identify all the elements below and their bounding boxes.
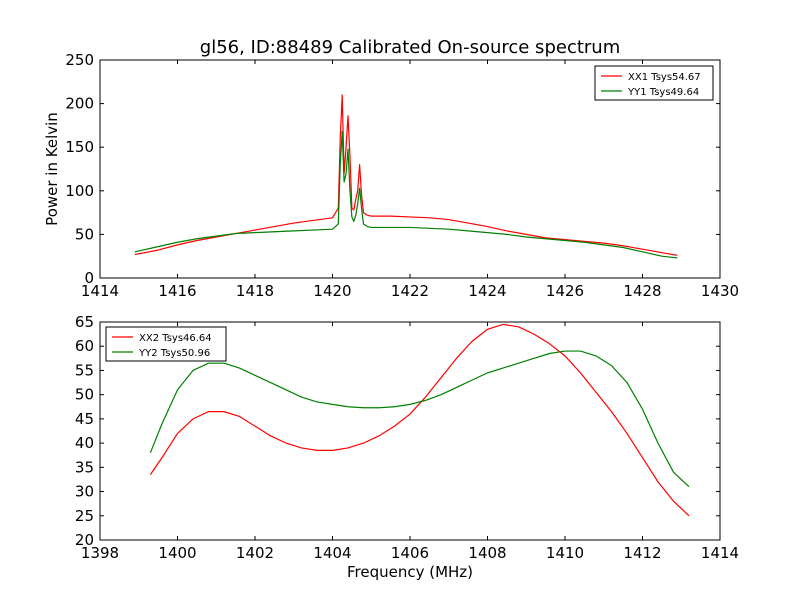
legend: XX2 Tsys46.64 YY2 Tsys50.96: [105, 326, 227, 362]
y-tick-label: 45: [75, 410, 94, 428]
y-tick-label: 50: [75, 386, 94, 404]
y-tick-label: 200: [65, 95, 94, 113]
x-tick-label: 1406: [391, 544, 429, 562]
x-tick-label: 1424: [468, 282, 506, 300]
x-tick-label: 1412: [623, 544, 661, 562]
x-tick-label: 1414: [81, 282, 119, 300]
legend-entry-label: YY2 Tsys50.96: [138, 348, 210, 359]
legend-entry-label: XX1 Tsys54.67: [628, 72, 701, 83]
x-tick-label: 1418: [236, 282, 274, 300]
y-tick-label: 50: [75, 225, 94, 243]
x-tick-label: 1430: [701, 282, 739, 300]
y-tick-label: 250: [65, 51, 94, 69]
series-line-yy2: [149, 350, 690, 488]
y-tick-label: 0: [84, 269, 94, 287]
series-line-xx2: [149, 323, 690, 517]
x-tick-label: 1416: [158, 282, 196, 300]
legend: XX1 Tsys54.67 YY1 Tsys49.64: [594, 65, 714, 101]
x-tick-label: 1426: [546, 282, 584, 300]
legend-entry-label: XX2 Tsys46.64: [139, 333, 212, 344]
chart-title: gl56, ID:88489 Calibrated On-source spec…: [200, 37, 620, 58]
x-tick-label: 1402: [236, 544, 274, 562]
chart-panel-1: XX1 Tsys54.67 YY1 Tsys49.64: [99, 59, 721, 279]
y-tick-label: 40: [75, 434, 94, 452]
x-tick-label: 1410: [546, 544, 584, 562]
y-tick-label: 20: [75, 531, 94, 549]
x-tick-label: 1422: [391, 282, 429, 300]
y-tick-label: 35: [75, 458, 94, 476]
y-tick-label: 25: [75, 507, 94, 525]
y-tick-label: 150: [65, 138, 94, 156]
x-tick-label: 1428: [623, 282, 661, 300]
y-axis-label: Power in Kelvin: [43, 112, 61, 226]
x-tick-label: 1408: [468, 544, 506, 562]
legend-box: [105, 326, 227, 362]
y-tick-label: 65: [75, 313, 94, 331]
x-tick-label: 1400: [158, 544, 196, 562]
x-tick-label: 1398: [81, 544, 119, 562]
legend-entry-label: YY1 Tsys49.64: [627, 87, 699, 98]
x-tick-label: 1404: [313, 544, 351, 562]
x-tick-label: 1414: [701, 544, 739, 562]
x-axis-label: Frequency (MHz): [347, 563, 473, 581]
x-tick-label: 1420: [313, 282, 351, 300]
y-tick-label: 55: [75, 361, 94, 379]
y-tick-label: 60: [75, 337, 94, 355]
chart-panel-2: XX2 Tsys46.64 YY2 Tsys50.96: [99, 321, 721, 541]
y-tick-label: 100: [65, 182, 94, 200]
series-line-xx1: [134, 94, 678, 256]
series-line-yy1: [134, 130, 678, 259]
legend-box: [594, 65, 714, 101]
y-tick-label: 30: [75, 483, 94, 501]
